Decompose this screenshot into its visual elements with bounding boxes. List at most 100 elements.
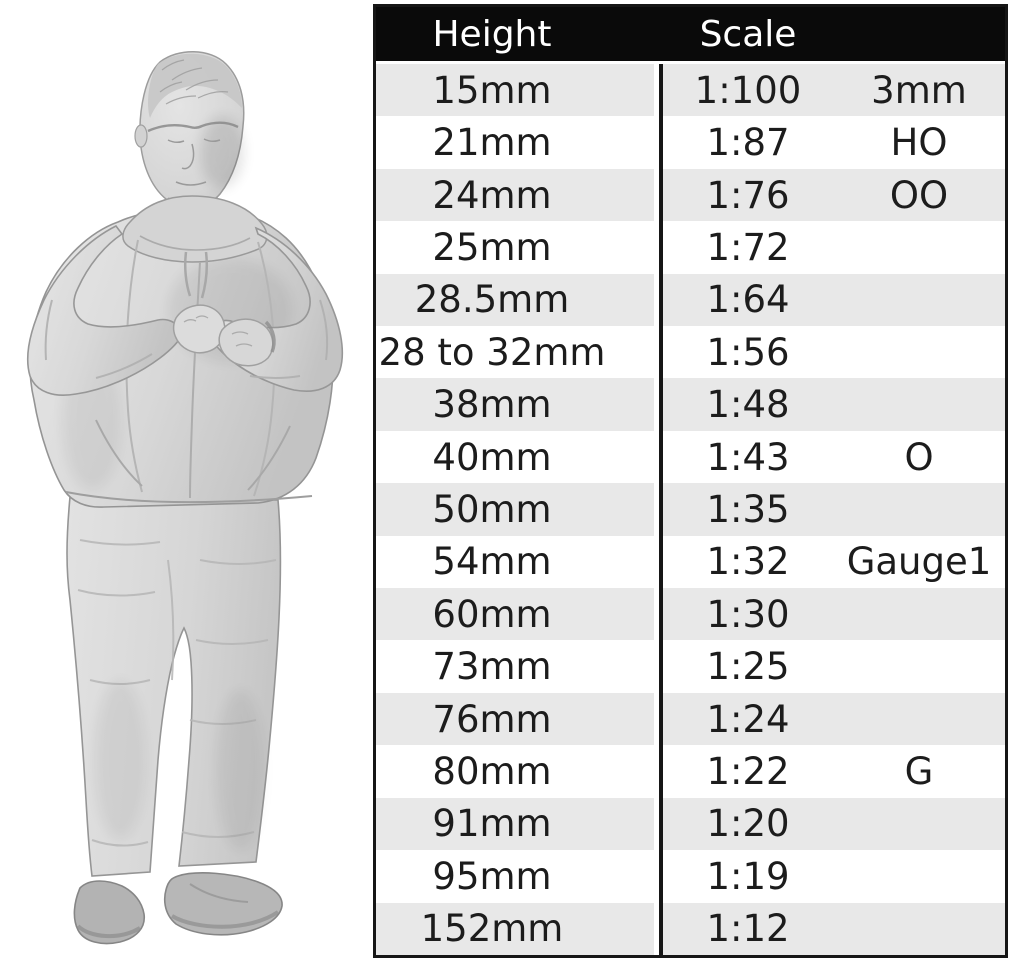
scale-cell: 1:72 [663, 221, 1005, 274]
scale-ratio: 1:43 [706, 435, 790, 479]
height-cell: 40mm [376, 430, 654, 484]
column-divider [659, 116, 663, 169]
table-row: 80mm 1:22 G [376, 745, 1005, 798]
cell-gap [654, 640, 659, 693]
scale-ratio: 1:24 [706, 697, 790, 741]
cell-gap [654, 535, 659, 589]
scale-cell: 1:12 [663, 902, 1005, 955]
header-scale: Scale [699, 13, 797, 55]
scale-cell: 1:20 [663, 797, 1005, 851]
height-cell: 73mm [376, 640, 654, 693]
header-height: Height [432, 13, 552, 55]
cell-gap [654, 850, 659, 903]
scale-table: Height Scale 15mm 1:100 3mm 21mm 1:87 HO 24mm 1… [373, 4, 1008, 958]
figure-ear [134, 124, 148, 148]
scale-cell: 1:35 [663, 483, 1005, 536]
cell-gap [654, 902, 659, 955]
table-row: 28.5mm 1:64 [376, 273, 1005, 327]
table-row: 54mm 1:32 Gauge1 [376, 535, 1005, 589]
height-cell: 25mm [376, 221, 654, 274]
scale-cell: 1:48 [663, 378, 1005, 431]
figure-hood-collar [122, 195, 268, 263]
figure-jeans [66, 496, 282, 877]
cell-gap [654, 64, 659, 117]
figure-wristwatch [264, 320, 276, 353]
header-gap [654, 7, 659, 61]
scale-cell: 1:87 HO [663, 116, 1005, 169]
height-cell: 91mm [376, 797, 654, 851]
column-divider [659, 168, 663, 222]
scale-gauge: O [904, 435, 934, 479]
cell-gap [654, 326, 659, 379]
column-divider [659, 745, 663, 798]
height-cell: 21mm [376, 116, 654, 169]
header-scale-cell: Scale [663, 7, 1005, 61]
column-divider [659, 378, 663, 431]
scale-gauge: Gauge1 [846, 540, 992, 584]
column-divider [659, 797, 663, 851]
column-divider [659, 850, 663, 903]
cell-gap [654, 430, 659, 484]
height-cell: 15mm [376, 64, 654, 117]
cell-gap [654, 168, 659, 222]
table-row: 25mm 1:72 [376, 221, 1005, 274]
table-row: 28 to 32mm 1:56 [376, 326, 1005, 379]
cell-gap [654, 797, 659, 851]
scale-ratio: 1:87 [706, 121, 790, 165]
figure-glasses [147, 121, 239, 133]
scale-cell: 1:56 [663, 326, 1005, 379]
table-row: 15mm 1:100 3mm [376, 64, 1005, 117]
table-row: 21mm 1:87 HO [376, 116, 1005, 169]
column-divider [659, 326, 663, 379]
cell-gap [654, 745, 659, 798]
cell-gap [654, 588, 659, 641]
column-divider [659, 588, 663, 641]
scale-gauge: HO [890, 121, 948, 165]
scale-gauge: G [904, 749, 934, 793]
height-cell: 28.5mm [376, 273, 654, 327]
scale-ratio: 1:20 [706, 802, 790, 846]
scale-ratio: 1:25 [706, 645, 790, 689]
table-row: 95mm 1:19 [376, 850, 1005, 903]
table-row: 73mm 1:25 [376, 640, 1005, 693]
column-divider [659, 640, 663, 693]
figure-hands [172, 304, 276, 367]
scale-ratio: 1:35 [706, 487, 790, 531]
height-cell: 95mm [376, 850, 654, 903]
height-cell: 50mm [376, 483, 654, 536]
knuckle-creases [183, 315, 253, 347]
column-divider [659, 483, 663, 536]
scale-cell: 1:19 [663, 850, 1005, 903]
table-row: 76mm 1:24 [376, 692, 1005, 746]
table-row: 40mm 1:43 O [376, 430, 1005, 484]
scale-cell: 1:30 [663, 588, 1005, 641]
table-body: 15mm 1:100 3mm 21mm 1:87 HO 24mm 1:76 OO 25mm 1:72… [376, 64, 1005, 955]
scale-gauge: OO [889, 173, 949, 217]
height-cell: 76mm [376, 692, 654, 746]
figure-hoodie-details [65, 239, 313, 504]
scale-ratio: 1:64 [706, 278, 790, 322]
cell-gap [654, 483, 659, 536]
sleeve-creases [44, 299, 329, 379]
table-row: 38mm 1:48 [376, 378, 1005, 431]
height-cell: 60mm [376, 588, 654, 641]
figure-hair-texture [159, 59, 229, 105]
height-cell: 28 to 32mm [376, 326, 654, 379]
scale-ratio: 1:72 [706, 225, 790, 269]
scale-cell: 1:100 3mm [663, 64, 1005, 117]
header-divider [659, 7, 663, 61]
scale-cell: 1:64 [663, 273, 1005, 327]
column-divider [659, 273, 663, 327]
height-cell: 80mm [376, 745, 654, 798]
figure-head [134, 51, 245, 209]
scale-cell: 1:22 G [663, 745, 1005, 798]
scale-gauge: 3mm [871, 68, 967, 112]
scale-ratio: 1:32 [706, 540, 790, 584]
height-cell: 152mm [376, 902, 654, 955]
cell-gap [654, 692, 659, 746]
scale-ratio: 1:48 [706, 383, 790, 427]
column-divider [659, 64, 663, 117]
scale-ratio: 1:30 [706, 592, 790, 636]
table-row: 91mm 1:20 [376, 797, 1005, 851]
